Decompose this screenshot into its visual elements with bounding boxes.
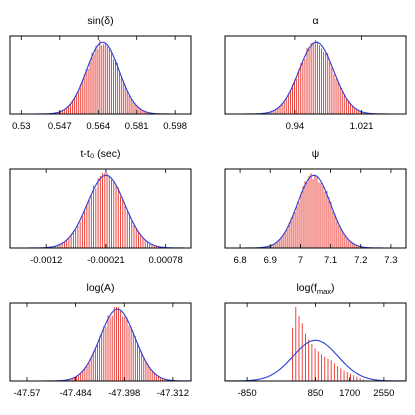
panel-6-title: log(fmax) <box>296 282 334 296</box>
panel-3-title: t-t₀ (sec) <box>81 148 121 160</box>
x-tick-label: -47.312 <box>157 388 189 399</box>
plot-frame <box>9 302 192 382</box>
gaussian-fit-curve <box>225 174 406 249</box>
x-tick-label: 7.1 <box>324 255 337 266</box>
x-tick-label: 0.598 <box>163 121 187 132</box>
plot-frame <box>224 35 407 115</box>
panel-1: sin(δ) 0.53 0.547 0.564 0.581 0.598 <box>9 15 192 132</box>
panel-2-title: α <box>312 15 318 27</box>
plot-frame <box>9 35 192 115</box>
x-tick-label: 7.2 <box>354 255 367 266</box>
x-tick-label: 0.581 <box>125 121 149 132</box>
x-tick-label: -47.398 <box>108 388 140 399</box>
plot-frame <box>224 168 407 249</box>
x-tick-label: -0.0012 <box>30 255 62 266</box>
x-tick-label: 0.547 <box>48 121 72 132</box>
x-tick-label: 7 <box>298 255 303 266</box>
x-tick-label: -0.00021 <box>87 255 125 266</box>
gaussian-fit-curve <box>225 339 406 382</box>
x-tick-label: 0.564 <box>86 121 110 132</box>
panel-6-title-subscript: max <box>317 287 331 296</box>
panel-4-title: ψ <box>312 148 320 160</box>
x-tick-label: 1700 <box>339 388 360 399</box>
plot-frame <box>9 168 192 249</box>
x-tick-label: 7.3 <box>384 255 397 266</box>
x-tick-label: 6.8 <box>233 255 246 266</box>
x-tick-label: 850 <box>308 388 324 399</box>
panel-1-title: sin(δ) <box>87 15 113 27</box>
x-tick-label: 0.53 <box>12 121 31 132</box>
gaussian-fit-curve <box>10 308 191 382</box>
x-tick-label: 0.00078 <box>148 255 182 266</box>
panel-3: t-t₀ (sec) -0.0012 -0.00021 0.00078 <box>9 148 192 266</box>
x-tick-label: -47.484 <box>59 388 91 399</box>
x-tick-label: -47.57 <box>14 388 41 399</box>
x-tick-label: -850 <box>238 388 257 399</box>
gaussian-fit-curve <box>10 41 191 115</box>
panel-5: log(A) -47.57 -47.484 -47.398 -47.312 <box>9 282 192 399</box>
panel-2: α 0.94 1.021 <box>224 15 407 132</box>
x-tick-label: 2550 <box>373 388 394 399</box>
panel-6: log(fmax) -850 850 1700 2550 <box>224 282 407 399</box>
panel-5-title: log(A) <box>86 282 114 294</box>
x-tick-label: 6.9 <box>264 255 277 266</box>
x-tick-label: 0.94 <box>286 121 305 132</box>
panel-4: ψ 6.8 6.9 7 7.1 7.2 7.3 <box>224 148 407 266</box>
panel-6-title-suffix: ) <box>331 282 335 294</box>
x-tick-label: 1.021 <box>350 121 374 132</box>
